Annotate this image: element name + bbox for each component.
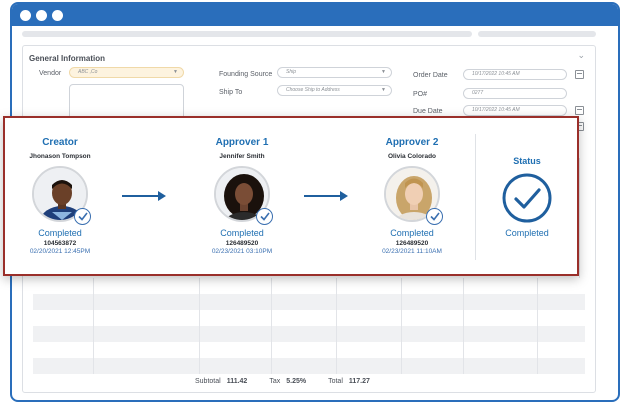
chevron-down-icon: ▼ xyxy=(173,69,178,75)
stage-role: Approver 2 xyxy=(385,137,439,148)
stage-timestamp: 02/23/2021 03:10PM xyxy=(211,248,273,255)
table-column-divider xyxy=(537,278,538,374)
founding-source-select[interactable]: Ship ▼ xyxy=(277,67,392,78)
check-circle-icon xyxy=(256,208,273,225)
creator-stage: Creator Jhonason Tompson Completed 10456… xyxy=(5,118,115,255)
stage-role: Creator xyxy=(42,137,78,148)
founding-source-label: Founding Source xyxy=(219,71,273,78)
avatar xyxy=(214,166,273,225)
calendar-icon[interactable] xyxy=(575,106,584,115)
check-circle-icon xyxy=(426,208,443,225)
window-dot-icon xyxy=(36,9,47,21)
chevron-down-icon: ▼ xyxy=(381,87,386,93)
po-number-field[interactable]: 0277 xyxy=(463,88,567,99)
po-label: PO# xyxy=(413,91,428,98)
check-circle-icon xyxy=(501,172,553,224)
table-column-divider xyxy=(271,278,272,374)
avatar xyxy=(384,166,443,225)
window-dot-icon xyxy=(20,9,31,21)
total-value: 117.27 xyxy=(348,378,370,385)
table-row[interactable] xyxy=(33,294,585,310)
table-row[interactable] xyxy=(33,326,585,342)
stage-state: Completed xyxy=(38,228,82,238)
approver-2-stage: Approver 2 Olivia Colorado Completed 126… xyxy=(357,118,467,255)
approval-workflow-panel: Creator Jhonason Tompson Completed 10456… xyxy=(3,116,579,276)
vendor-label: Vendor xyxy=(39,70,62,77)
stage-person-name: Jhonason Tompson xyxy=(29,153,91,160)
total-label: Total xyxy=(328,378,343,385)
table-row[interactable] xyxy=(33,358,585,374)
tax-label: Tax xyxy=(269,378,281,385)
subtotal-label: Subtotal xyxy=(195,378,221,385)
table-column-divider xyxy=(401,278,402,374)
po-number-value: 0277 xyxy=(472,90,484,96)
line-items-table xyxy=(33,278,585,374)
avatar xyxy=(32,166,91,225)
status-state: Completed xyxy=(505,228,549,238)
table-column-divider xyxy=(199,278,200,374)
stage-person-name: Jennifer Smith xyxy=(219,153,265,160)
vendor-select[interactable]: ABC ,Co ▼ xyxy=(69,67,184,78)
status-stage: Status Completed xyxy=(495,118,559,238)
window-dot-icon xyxy=(52,9,63,21)
order-date-value: 10/17/2022 10:45 AM xyxy=(472,71,520,77)
stage-code: 104563872 xyxy=(43,240,77,247)
tax: Tax 5.25% xyxy=(269,378,306,385)
approver-1-stage: Approver 1 Jennifer Smith Completed 1264… xyxy=(187,118,297,255)
section-title: General Information xyxy=(29,54,106,63)
stage-state: Completed xyxy=(390,228,434,238)
status-title: Status xyxy=(513,156,541,166)
address-bar[interactable] xyxy=(22,31,472,37)
chevron-down-icon: ▼ xyxy=(381,69,386,75)
order-date-label: Order Date xyxy=(413,72,448,79)
calendar-icon[interactable] xyxy=(575,70,584,79)
ship-to-label: Ship To xyxy=(219,89,243,96)
stage-code: 126489520 xyxy=(225,240,259,247)
window-titlebar xyxy=(12,4,618,26)
stage-code: 126489520 xyxy=(395,240,429,247)
tax-value: 5.25% xyxy=(286,378,307,385)
table-column-divider xyxy=(93,278,94,374)
stage-role: Approver 1 xyxy=(215,137,269,148)
status-divider xyxy=(475,134,476,260)
stage-timestamp: 02/23/2021 11:10AM xyxy=(382,248,442,255)
table-row[interactable] xyxy=(33,310,585,326)
stage-state: Completed xyxy=(220,228,264,238)
due-date-label: Due Date xyxy=(413,108,443,115)
stage-person-name: Olivia Colorado xyxy=(387,153,437,160)
table-row[interactable] xyxy=(33,342,585,358)
subtotal: Subtotal 111.42 xyxy=(195,378,247,385)
subtotal-value: 111.42 xyxy=(226,378,248,385)
table-column-divider xyxy=(336,278,337,374)
stage-timestamp: 02/20/2021 12:45PM xyxy=(29,248,91,255)
table-row[interactable] xyxy=(33,278,585,294)
toolbar-placeholder xyxy=(478,31,596,37)
founding-source-value: Ship xyxy=(286,69,297,75)
chevron-down-icon[interactable]: ⌄ xyxy=(577,50,585,60)
ship-to-select[interactable]: Choose Ship to Address ▼ xyxy=(277,85,392,96)
arrow-right-icon xyxy=(122,191,166,201)
arrow-right-icon xyxy=(304,191,348,201)
ship-to-placeholder: Choose Ship to Address xyxy=(286,87,340,93)
side-panel xyxy=(579,158,597,278)
order-date-field[interactable]: 10/17/2022 10:45 AM xyxy=(463,69,567,80)
due-date-value: 10/17/2022 10:45 AM xyxy=(472,107,520,113)
due-date-field[interactable]: 10/17/2022 10:45 AM xyxy=(463,105,567,116)
check-circle-icon xyxy=(74,208,91,225)
avatar-image xyxy=(384,166,440,222)
totals-row: Subtotal 111.42 Tax 5.25% Total 117.27 xyxy=(195,378,370,385)
vendor-value: ABC ,Co xyxy=(78,69,98,75)
total: Total 117.27 xyxy=(328,378,370,385)
table-column-divider xyxy=(463,278,464,374)
